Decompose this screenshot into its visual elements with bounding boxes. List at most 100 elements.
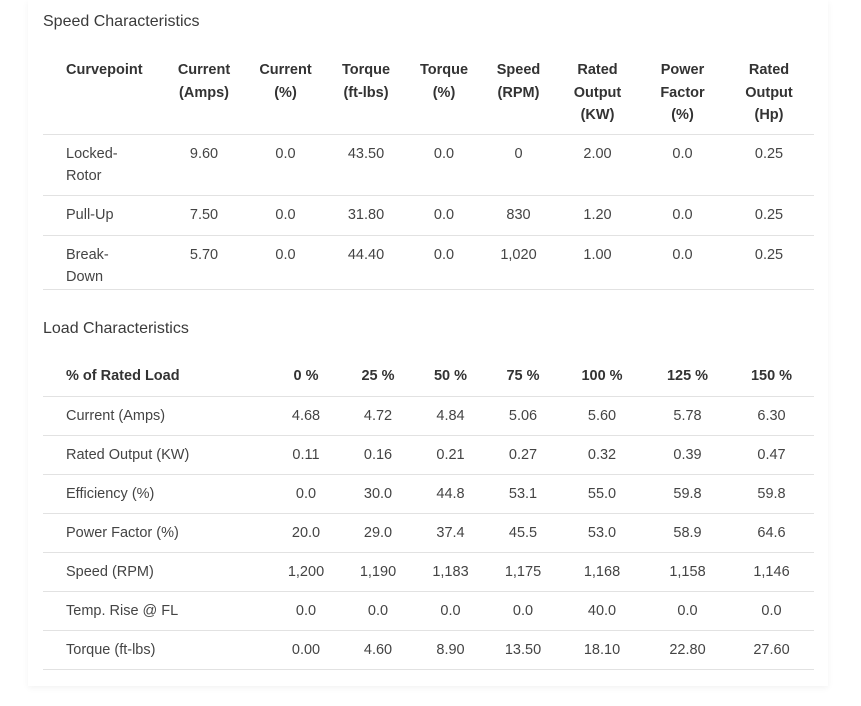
row-label: Rated Output (KW) (43, 435, 269, 475)
table-row: Pull-Up 7.50 0.0 31.80 0.0 830 1.20 0.0 … (43, 195, 814, 236)
header-text: Power (660, 62, 705, 78)
table-cell: 53.0 (558, 513, 646, 553)
header-text: (ft-lbs) (343, 84, 389, 101)
header-text: (Amps) (179, 84, 229, 101)
table-cell: 1,190 (343, 552, 413, 592)
table-cell: 0 (483, 134, 554, 196)
row-label-text: Break- (66, 246, 109, 263)
table-row: Torque (ft-lbs) 0.00 4.60 8.90 13.50 18.10 22.… (43, 630, 814, 670)
table-cell: 4.84 (413, 396, 488, 436)
col-header-load-75: 75 % (488, 357, 558, 397)
table-cell: 59.8 (729, 474, 814, 514)
header-text: Output (745, 84, 793, 101)
col-header-rated-load: % of Rated Load (43, 357, 269, 397)
col-header-rated-output-hp: Rated Output (Hp) (724, 50, 814, 135)
table-cell: 1,183 (413, 552, 488, 592)
row-label-text: Locked- (66, 145, 118, 162)
header-text: Rated (748, 62, 790, 78)
table-cell: 1,020 (483, 235, 554, 290)
table-cell: 0.25 (724, 235, 814, 290)
header-text: (%) (671, 107, 694, 123)
table-cell: 43.50 (327, 134, 405, 196)
table-cell: 1,158 (646, 552, 729, 592)
table-cell: 22.80 (646, 630, 729, 670)
row-label-text: Down (66, 268, 104, 285)
col-header-load-0: 0 % (269, 357, 343, 397)
speed-characteristics-title: Speed Characteristics (43, 13, 200, 30)
table-cell: 44.8 (413, 474, 488, 514)
table-row: Efficiency (%) 0.0 30.0 44.8 53.1 55.0 59.8 59.… (43, 474, 814, 514)
table-cell: 40.0 (558, 591, 646, 631)
load-header-row: % of Rated Load 0 % 25 % 50 % 75 % 100 %… (43, 357, 814, 397)
table-row: Rated Output (KW) 0.11 0.16 0.21 0.27 0.32 0.3… (43, 435, 814, 475)
table-cell: 0.0 (641, 195, 724, 236)
col-header-current-amps: Current (Amps) (164, 50, 244, 135)
table-cell: 5.78 (646, 396, 729, 436)
table-cell: 0.47 (729, 435, 814, 475)
table-cell: 0.25 (724, 195, 814, 236)
table-cell: 53.1 (488, 474, 558, 514)
row-label: Temp. Rise @ FL (43, 591, 269, 631)
table-cell: 44.40 (327, 235, 405, 290)
table-cell: 1,175 (488, 552, 558, 592)
table-cell: 5.06 (488, 396, 558, 436)
table-cell: 5.70 (164, 235, 244, 290)
table-cell: 1.00 (554, 235, 641, 290)
header-text: Torque (419, 62, 469, 78)
row-label: Pull-Up (43, 195, 164, 236)
col-header-current-pct: Current (%) (244, 50, 327, 135)
table-cell: 29.0 (343, 513, 413, 553)
table-cell: 45.5 (488, 513, 558, 553)
header-text: Curvepoint (66, 62, 143, 78)
table-cell: 7.50 (164, 195, 244, 236)
col-header-power-factor: Power Factor (%) (641, 50, 724, 135)
col-header-rated-output-kw: Rated Output (KW) (554, 50, 641, 135)
table-cell: 0.0 (269, 591, 343, 631)
table-cell: 13.50 (488, 630, 558, 670)
col-header-load-100: 100 % (558, 357, 646, 397)
table-cell: 0.0 (488, 591, 558, 631)
table-cell: 0.0 (269, 474, 343, 514)
table-cell: 0.0 (343, 591, 413, 631)
table-cell: 27.60 (729, 630, 814, 670)
table-cell: 20.0 (269, 513, 343, 553)
header-text: (%) (432, 84, 456, 101)
col-header-load-125: 125 % (646, 357, 729, 397)
table-cell: 0.0 (244, 235, 327, 290)
header-text: (KW) (580, 107, 615, 123)
table-cell: 0.0 (244, 134, 327, 196)
table-cell: 6.30 (729, 396, 814, 436)
table-cell: 830 (483, 195, 554, 236)
load-characteristics-table: % of Rated Load 0 % 25 % 50 % 75 % 100 %… (43, 357, 814, 670)
table-cell: 1,200 (269, 552, 343, 592)
table-cell: 4.72 (343, 396, 413, 436)
table-cell: 0.0 (641, 235, 724, 290)
table-cell: 0.0 (641, 134, 724, 196)
header-text: Factor (660, 84, 705, 101)
table-cell: 0.0 (405, 195, 483, 236)
col-header-load-50: 50 % (413, 357, 488, 397)
table-cell: 55.0 (558, 474, 646, 514)
col-header-curvepoint: Curvepoint (43, 50, 164, 135)
table-row: Power Factor (%) 20.0 29.0 37.4 45.5 53.0 58.9… (43, 513, 814, 553)
row-label: Current (Amps) (43, 396, 269, 436)
table-cell: 5.60 (558, 396, 646, 436)
row-label: Speed (RPM) (43, 552, 269, 592)
col-header-load-25: 25 % (343, 357, 413, 397)
table-cell: 0.0 (405, 235, 483, 290)
row-label-text: Rotor (66, 167, 102, 184)
header-text: (%) (274, 84, 297, 101)
table-row: Current (Amps) 4.68 4.72 4.84 5.06 5.60 5.78 6.… (43, 396, 814, 436)
table-row: Locked- Rotor 9.60 0.0 43.50 0.0 0 2.00 0… (43, 134, 814, 196)
header-text: Output (573, 84, 622, 101)
table-cell: 0.0 (413, 591, 488, 631)
speed-characteristics-table: Curvepoint Current (Amps) Current (%) Torq… (43, 50, 814, 290)
table-cell: 0.32 (558, 435, 646, 475)
table-cell: 4.68 (269, 396, 343, 436)
table-cell: 4.60 (343, 630, 413, 670)
table-cell: 0.21 (413, 435, 488, 475)
col-header-load-150: 150 % (729, 357, 814, 397)
table-cell: 0.00 (269, 630, 343, 670)
header-text: Current (259, 62, 312, 78)
table-cell: 30.0 (343, 474, 413, 514)
